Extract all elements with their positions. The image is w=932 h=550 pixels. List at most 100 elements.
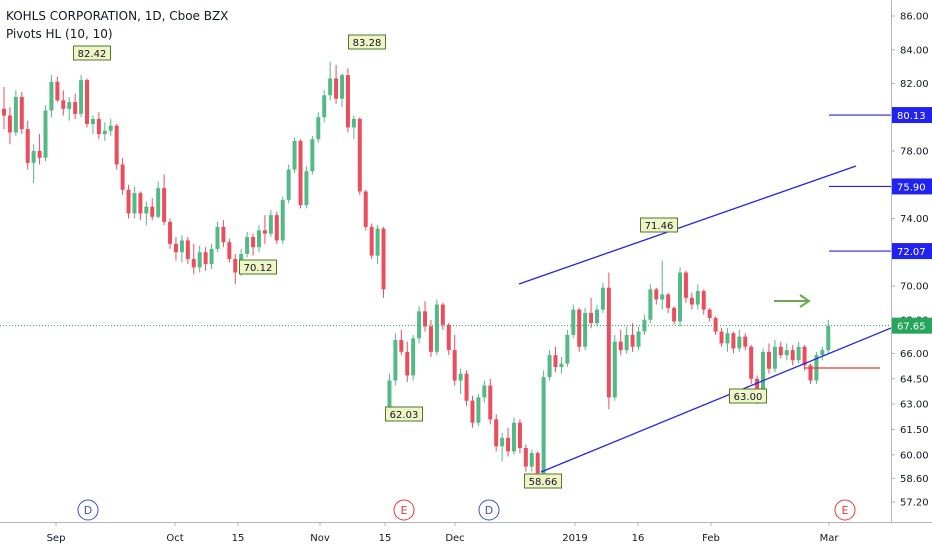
- upper-trendline[interactable]: [518, 165, 857, 285]
- candle-body: [85, 80, 90, 124]
- candle-body: [215, 226, 220, 249]
- candle-up: [102, 122, 107, 141]
- candle-body: [707, 309, 712, 319]
- candle-body: [654, 289, 659, 300]
- candle-up: [595, 304, 599, 327]
- candle-up: [310, 135, 315, 175]
- price-tick-label: 86.00: [900, 12, 929, 23]
- candle-up: [375, 225, 380, 265]
- candle-body: [511, 422, 516, 452]
- candle-body: [375, 228, 380, 256]
- candle-down: [357, 117, 362, 195]
- earnings-marker[interactable]: E: [393, 499, 415, 521]
- candle-body: [701, 291, 706, 310]
- candle-down: [138, 191, 143, 221]
- candle-up: [132, 186, 137, 219]
- candle-up: [565, 329, 570, 367]
- time-tick-label: 16: [632, 533, 645, 544]
- candle-body: [49, 81, 54, 111]
- candle-body: [790, 350, 795, 361]
- candle-body: [571, 309, 576, 335]
- dividend-marker[interactable]: D: [478, 499, 500, 521]
- candle-down: [96, 112, 101, 140]
- candle-down: [713, 316, 718, 335]
- candle-body: [470, 400, 475, 423]
- candle-body: [262, 230, 267, 234]
- candle-down: [808, 363, 813, 384]
- candle-body: [304, 171, 309, 205]
- pivot-label: 62.03: [385, 406, 423, 422]
- candle-body: [286, 169, 291, 200]
- candle-down: [126, 184, 131, 219]
- candle-down: [778, 341, 783, 359]
- candle-up: [268, 210, 273, 238]
- candle-body: [37, 151, 42, 158]
- candle-down: [743, 333, 748, 351]
- candle-body: [102, 130, 107, 135]
- candle-body: [233, 259, 238, 273]
- candle-up: [725, 328, 730, 352]
- candle-body: [13, 97, 18, 133]
- price-tick-label: 60.00: [900, 450, 929, 461]
- candle-up: [340, 73, 345, 108]
- candle-down: [683, 270, 688, 303]
- candle-body: [624, 334, 629, 351]
- candle-body: [363, 191, 368, 227]
- candle-body: [423, 311, 428, 327]
- candle-body: [636, 331, 641, 347]
- candle-body: [494, 419, 499, 447]
- candle-body: [666, 294, 671, 308]
- candle-down: [666, 292, 671, 313]
- earnings-marker[interactable]: E: [834, 499, 856, 521]
- candle-body: [820, 350, 825, 356]
- candle-down: [363, 189, 368, 231]
- candle-body: [808, 365, 813, 381]
- green-arrow[interactable]: [774, 294, 811, 308]
- pivot-label-text: 83.28: [353, 38, 382, 49]
- candle-up: [179, 235, 184, 263]
- time-axis[interactable]: Sep Oct 15 Nov 15 Dec 2019 16 Feb Mar: [47, 522, 840, 544]
- candle-down: [85, 78, 90, 128]
- candle-body: [43, 110, 48, 158]
- event-label: D: [84, 504, 92, 517]
- lower-trendline[interactable]: [540, 327, 892, 473]
- candle-body: [120, 164, 125, 190]
- candle-up: [482, 380, 487, 403]
- candle-body: [440, 304, 445, 325]
- candle-up: [197, 245, 202, 273]
- candle-down: [203, 247, 208, 271]
- candle-body: [713, 318, 718, 332]
- candle-body: [209, 248, 214, 265]
- candle-body: [168, 221, 173, 244]
- price-tick-label: 63.00: [900, 400, 929, 411]
- candle-body: [173, 243, 178, 253]
- candle-up: [529, 449, 534, 472]
- event-circle: [393, 499, 415, 521]
- candle-up: [476, 394, 481, 427]
- candle-up: [393, 333, 398, 386]
- pivot-label-box: [73, 45, 111, 61]
- candle-body: [583, 313, 588, 347]
- candle-body: [256, 230, 261, 248]
- time-tick-label: Mar: [820, 533, 840, 544]
- candle-body: [150, 206, 155, 217]
- time-tick-label: Feb: [702, 533, 720, 544]
- candle-down: [185, 237, 190, 265]
- candle-up: [322, 90, 327, 123]
- candle-body: [251, 237, 256, 248]
- candle-down: [345, 68, 350, 133]
- candle-body: [749, 346, 754, 379]
- candle-up: [292, 137, 297, 173]
- candle-body: [357, 118, 362, 192]
- chart-legend: KOHLS CORPORATION, 1D, Cboe BZX Pivots HL…: [6, 9, 228, 41]
- candle-down: [766, 343, 771, 374]
- candle-up: [583, 307, 588, 351]
- price-tick-label: 82.00: [900, 79, 929, 90]
- candle-body: [589, 313, 594, 324]
- candle-body: [766, 351, 771, 369]
- level-price-label: 72.07: [892, 243, 932, 260]
- candle-body: [179, 240, 184, 253]
- dividend-marker[interactable]: D: [77, 499, 99, 521]
